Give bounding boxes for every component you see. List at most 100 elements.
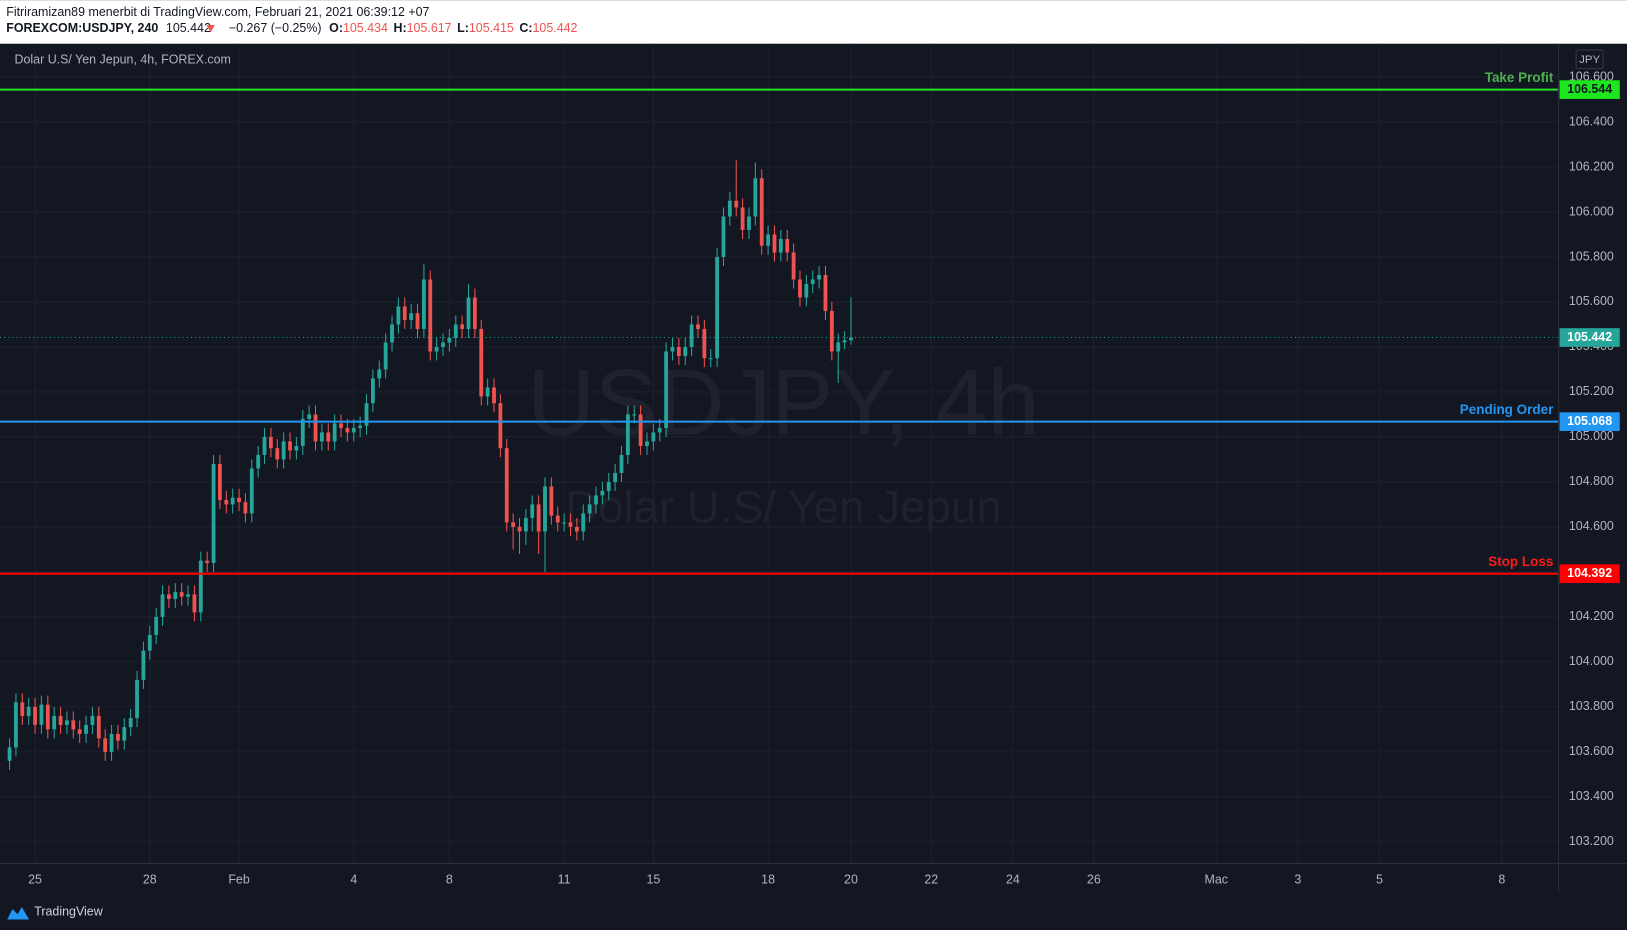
candle-body [549,486,554,516]
candle-body [307,414,312,419]
candle-body [657,427,662,433]
candle-body [198,560,203,613]
y-tick-label: 103.800 [1569,699,1614,713]
x-tick-label: Mac [1204,872,1228,886]
level-value: 104.392 [1567,566,1612,580]
candle-body [785,238,790,253]
candle-body [772,234,777,253]
y-tick-label: 105.000 [1569,429,1614,443]
candle-body [224,499,229,505]
candle-body [249,468,254,514]
candle-body [294,445,299,451]
candle-body [613,472,618,482]
candle-body [587,504,592,514]
candle-body [128,718,133,728]
candle-body [281,441,286,460]
ohlc-label: C: [519,21,532,35]
ohlc-value: 105.617 [407,21,452,35]
candle-body [606,481,611,491]
candle-body [421,279,426,329]
candle-body [498,403,503,449]
candle-body [562,522,567,524]
y-tick-label: 104.200 [1569,609,1614,623]
candle-body [568,522,573,527]
candle-body [345,427,350,433]
candle-body [160,594,165,617]
candle-body [326,432,331,442]
candle-body [109,733,114,752]
candle-body [390,324,394,343]
logo [7,907,30,920]
candle-body [791,252,796,280]
last-price-label: 105.442 [1567,330,1612,344]
ohlc-label: L: [457,21,469,35]
candle-body [96,715,101,739]
candle-body [192,594,197,613]
candle-body [823,274,828,311]
currency-box[interactable] [1575,49,1604,70]
candle-body [300,418,305,446]
candle-body [370,378,375,404]
candle-body [377,369,382,379]
ohlc-label: H: [393,21,406,35]
candle-body [173,592,178,599]
y-tick-label: 105.200 [1569,384,1614,398]
x-tick-label: Feb [228,872,250,886]
y-tick-label: 106.000 [1569,204,1614,218]
symbol: FOREXCOM:USDJPY, 240 [6,21,158,35]
candle-body [45,704,50,730]
candle-body [689,324,694,347]
level-tag [1559,412,1620,431]
candle-body [218,463,222,500]
candle-body [77,729,82,734]
candle-body [409,313,414,320]
candle-body [740,207,745,230]
candle-body [288,441,292,451]
candle-body [58,715,63,725]
candle-body [842,340,847,343]
candle-body [485,387,490,397]
candle-body [574,526,579,532]
x-tick-label: 8 [446,872,453,886]
candle-body [466,297,471,329]
candle-body [332,423,337,442]
candle-body [753,178,758,217]
x-tick-label: 5 [1376,872,1383,886]
candle-body [836,342,841,352]
level-value: 106.544 [1567,82,1612,96]
x-tick-label: 4 [350,872,357,886]
symbol-line: FOREXCOM:USDJPY, 240 105.442 −0.267 (−0.… [6,21,577,35]
x-tick-label: 18 [761,872,775,886]
candle-body [179,592,184,597]
ohlc-value: 105.434 [343,21,388,35]
candle-body [778,238,783,253]
candle-body [619,454,624,473]
candle-body [186,594,190,597]
candle-body [319,432,324,442]
candle-body [766,234,771,246]
candle-body [536,504,541,532]
down-arrow [206,25,215,33]
plot: USDJPY, 4h Dolar U.S/ Yen Jepun Take Profi… [0,43,1559,864]
candle-body [135,679,139,719]
candle-body [517,526,522,532]
candle-body [600,490,605,496]
y-tick-label: 105.800 [1569,249,1614,263]
ohlc-value: 105.442 [533,21,578,35]
candle-body [383,342,388,370]
header-bg [0,0,1627,44]
candle-body [358,425,363,428]
candle-body [708,358,713,360]
x-tick-label: 22 [924,872,938,886]
candle-body [122,727,127,741]
publisher: Fitriramizan89 menerbit di TradingView.c… [6,5,429,19]
candle-body [154,616,159,635]
y-tick-label: 106.200 [1569,159,1614,173]
candle-body [664,351,669,428]
x-tick-label: 20 [844,872,858,886]
candle-body [211,463,216,563]
candle-body [351,427,356,433]
candle-body [581,513,586,532]
candle-body [492,387,496,404]
candle-body [20,702,25,716]
